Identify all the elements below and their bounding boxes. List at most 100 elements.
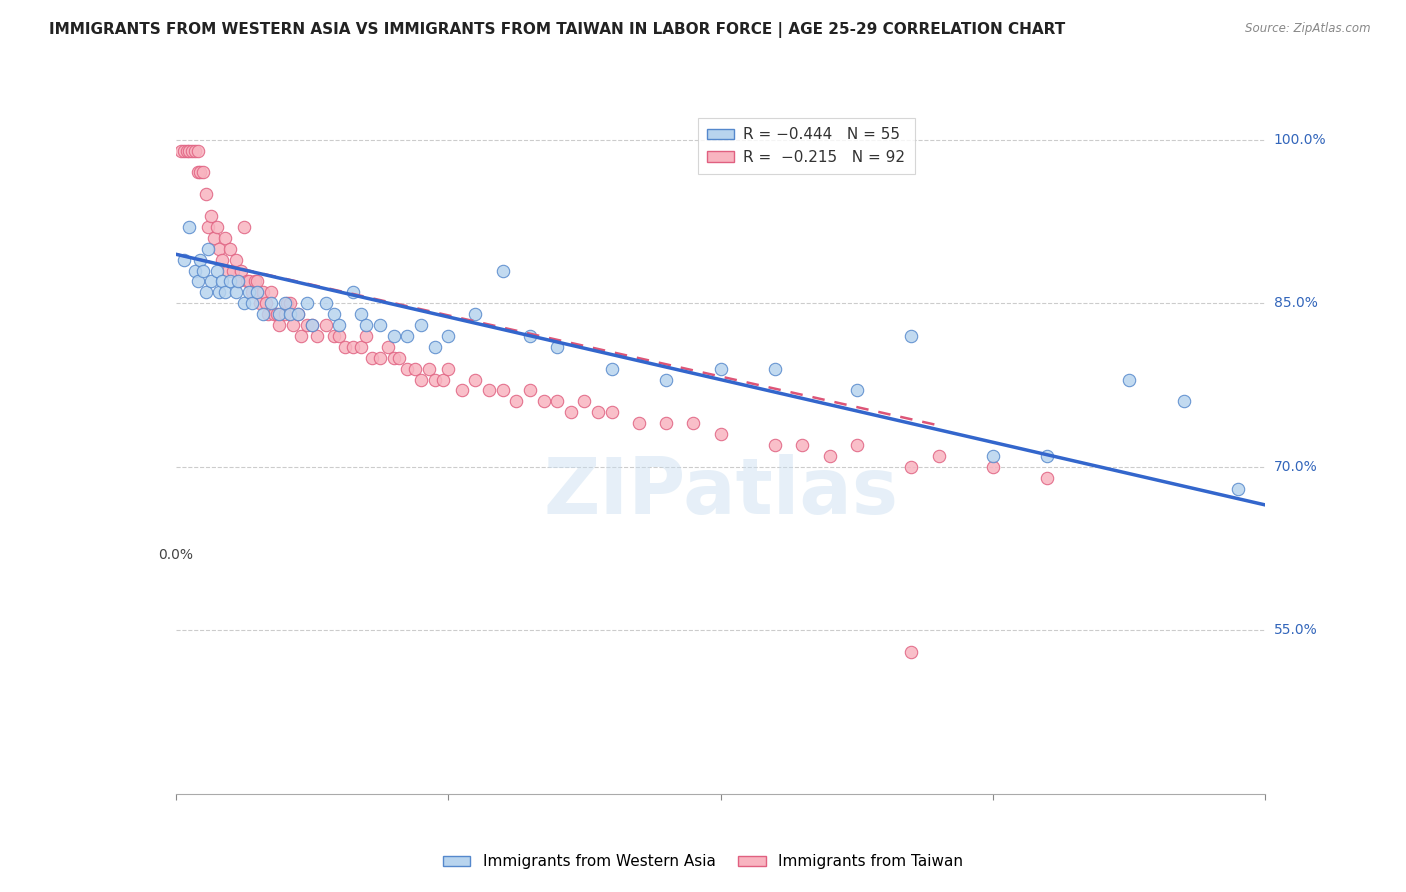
Point (377, 340, 399, 354)
Point (240, 285, 263, 300)
Point (600, 361, 623, 376)
Point (232, 296, 254, 310)
Point (235, 275, 257, 289)
Point (301, 318, 323, 332)
Point (322, 329, 344, 343)
Point (301, 318, 323, 332)
Point (240, 296, 263, 310)
Point (231, 263, 253, 277)
Point (818, 449, 841, 463)
Point (179, 219, 201, 234)
Point (225, 285, 247, 300)
Point (281, 318, 304, 332)
Point (900, 459, 922, 474)
Point (205, 263, 228, 277)
Point (278, 307, 301, 321)
Point (315, 296, 337, 310)
Point (450, 384, 472, 398)
Point (478, 384, 501, 398)
Point (173, 252, 195, 267)
Point (228, 275, 250, 289)
Point (368, 351, 391, 365)
Point (173, 144, 195, 158)
Point (208, 285, 231, 300)
Point (219, 242, 242, 256)
Point (194, 285, 217, 300)
Point (238, 285, 260, 300)
Point (396, 361, 419, 376)
Point (586, 405, 609, 419)
Point (845, 384, 868, 398)
Point (574, 394, 596, 409)
Point (176, 144, 198, 158)
Point (505, 394, 527, 409)
Point (710, 427, 733, 442)
Point (179, 144, 201, 158)
Point (1036, 471, 1059, 485)
Point (519, 384, 541, 398)
Point (274, 296, 297, 310)
Point (246, 275, 269, 289)
Point (266, 307, 288, 321)
Point (249, 296, 271, 310)
Point (405, 361, 427, 376)
Text: 70.0%: 70.0% (1274, 459, 1317, 474)
Point (194, 187, 217, 202)
Point (437, 361, 460, 376)
Point (342, 285, 364, 300)
Point (432, 373, 454, 387)
Point (600, 405, 623, 419)
Point (197, 242, 219, 256)
Point (368, 318, 391, 332)
Point (260, 296, 283, 310)
Point (287, 307, 309, 321)
Point (710, 361, 733, 376)
Point (1118, 373, 1140, 387)
Point (254, 296, 277, 310)
Point (200, 275, 222, 289)
Point (1173, 394, 1195, 409)
Point (627, 416, 650, 430)
Point (186, 275, 209, 289)
Point (388, 351, 411, 365)
Point (219, 275, 242, 289)
Point (246, 285, 269, 300)
Point (423, 340, 446, 354)
Point (655, 416, 678, 430)
Text: 100.0%: 100.0% (1274, 133, 1326, 147)
Point (763, 438, 786, 452)
Text: 85.0%: 85.0% (1274, 296, 1317, 310)
Point (260, 285, 283, 300)
Point (184, 263, 207, 277)
Point (792, 438, 814, 452)
Point (191, 165, 214, 179)
Point (464, 373, 486, 387)
Point (181, 144, 204, 158)
Point (546, 394, 568, 409)
Point (464, 307, 486, 321)
Point (188, 252, 211, 267)
Point (307, 329, 329, 343)
Point (682, 416, 704, 430)
Point (188, 165, 211, 179)
Point (238, 275, 260, 289)
Point (202, 231, 225, 245)
Point (269, 318, 291, 332)
Point (184, 144, 207, 158)
Point (763, 361, 786, 376)
Point (269, 307, 291, 321)
Point (211, 252, 233, 267)
Point (263, 307, 285, 321)
Point (356, 329, 378, 343)
Point (350, 307, 373, 321)
Point (197, 219, 219, 234)
Point (382, 329, 405, 343)
Point (225, 252, 247, 267)
Point (928, 449, 950, 463)
Point (981, 459, 1004, 474)
Point (214, 285, 236, 300)
Point (342, 340, 364, 354)
Point (423, 373, 446, 387)
Text: IMMIGRANTS FROM WESTERN ASIA VS IMMIGRANTS FROM TAIWAN IN LABOR FORCE | AGE 25-2: IMMIGRANTS FROM WESTERN ASIA VS IMMIGRAN… (49, 22, 1066, 38)
Point (396, 329, 419, 343)
